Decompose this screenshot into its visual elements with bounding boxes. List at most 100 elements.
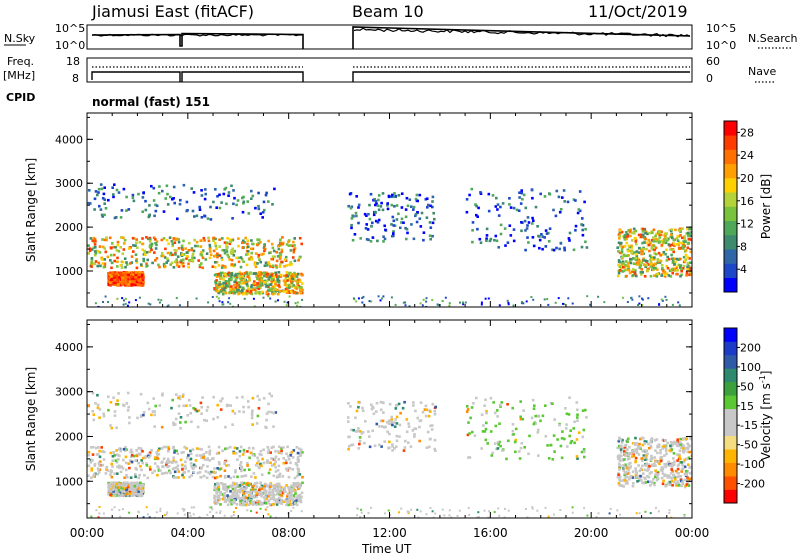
echo-cell — [255, 499, 259, 503]
echo-cell — [124, 487, 127, 490]
echo-cell — [172, 421, 175, 425]
echo-cell — [229, 251, 233, 254]
echo-cell — [118, 454, 121, 458]
echo-cell — [139, 465, 142, 468]
echo-cell — [654, 449, 657, 452]
echo-cell — [232, 475, 236, 479]
echo-cell — [635, 449, 638, 453]
echo-cell — [676, 444, 680, 447]
echo-cell — [686, 231, 690, 235]
echo-cell — [441, 300, 444, 303]
echo-cell — [124, 461, 128, 465]
echo-cell — [171, 242, 175, 246]
echo-cell — [274, 264, 278, 267]
echo-cell — [431, 205, 434, 209]
echo-cell — [127, 208, 131, 211]
echo-cell — [178, 397, 182, 401]
echo-cell — [644, 477, 647, 481]
echo-cell — [266, 284, 269, 288]
echo-cell — [186, 456, 189, 459]
echo-cell — [217, 486, 220, 489]
echo-cell — [459, 301, 461, 304]
echo-cell — [475, 204, 478, 208]
echo-cell — [522, 302, 525, 305]
echo-cell — [285, 503, 288, 507]
echo-cell — [634, 456, 638, 460]
echo-cell — [267, 289, 270, 292]
echo-cell — [124, 484, 128, 487]
echo-cell — [634, 240, 638, 243]
echo-cell — [426, 430, 430, 434]
echo-cell — [625, 260, 628, 263]
echo-cell — [400, 217, 404, 221]
echo-cell — [137, 192, 140, 196]
echo-cell — [100, 256, 103, 260]
echo-cell — [250, 284, 254, 287]
echo-cell — [108, 489, 112, 493]
echo-cell — [483, 430, 487, 433]
echo-cell — [480, 301, 483, 304]
echo-cell — [382, 240, 385, 243]
echo-cell — [232, 494, 235, 497]
echo-cell — [425, 513, 428, 516]
echo-cell — [621, 270, 625, 273]
echo-cell — [554, 301, 557, 304]
echo-cell — [160, 447, 164, 450]
echo-cell — [512, 206, 516, 210]
echo-cell — [236, 288, 239, 292]
echo-cell — [262, 296, 265, 299]
echo-cell — [95, 509, 98, 512]
echo-cell — [182, 253, 186, 256]
echo-cell — [295, 474, 299, 478]
echo-cell — [93, 462, 97, 466]
echo-cell — [626, 248, 630, 252]
echo-cell — [248, 288, 252, 291]
echo-cell — [172, 445, 175, 449]
echo-cell — [234, 470, 237, 474]
echo-cell — [96, 452, 100, 456]
echo-cell — [290, 280, 293, 283]
echo-cell — [90, 262, 94, 266]
echo-cell — [265, 274, 269, 278]
echo-cell — [260, 253, 263, 256]
echo-cell — [672, 473, 676, 477]
echo-cell — [360, 511, 363, 514]
echo-cell — [552, 208, 555, 212]
echo-cell — [434, 449, 437, 452]
echo-cell — [532, 244, 536, 248]
echo-cell — [211, 508, 214, 511]
echo-cell — [145, 264, 149, 268]
echo-cell — [387, 422, 391, 425]
echo-cell — [234, 278, 238, 281]
echo-cell — [107, 492, 110, 496]
echo-cell — [112, 274, 116, 277]
echo-cell — [230, 278, 233, 281]
echo-cell — [262, 271, 265, 275]
echo-cell — [222, 290, 225, 293]
echo-cell — [120, 492, 123, 495]
echo-cell — [534, 205, 538, 209]
echo-cell — [105, 468, 108, 471]
echo-cell — [622, 469, 625, 472]
echo-cell — [272, 425, 275, 428]
echo-cell — [278, 265, 282, 268]
echo-cell — [93, 237, 97, 241]
echo-cell — [554, 214, 558, 218]
echo-cell — [192, 191, 196, 194]
echo-cell — [96, 250, 100, 253]
echo-cell — [637, 246, 641, 250]
echo-cell — [90, 261, 94, 264]
echo-cell — [616, 455, 620, 458]
echo-cell — [568, 396, 571, 399]
echo-cell — [188, 241, 191, 245]
echo-cell — [654, 237, 658, 241]
echo-cell — [420, 211, 424, 215]
echo-cell — [678, 453, 681, 456]
echo-cell — [364, 420, 367, 423]
echo-cell — [417, 516, 420, 518]
echo-cell — [395, 445, 398, 448]
echo-cell — [583, 507, 586, 510]
echo-cell — [116, 486, 120, 489]
echo-cell — [388, 440, 391, 444]
echo-cell — [173, 451, 176, 454]
